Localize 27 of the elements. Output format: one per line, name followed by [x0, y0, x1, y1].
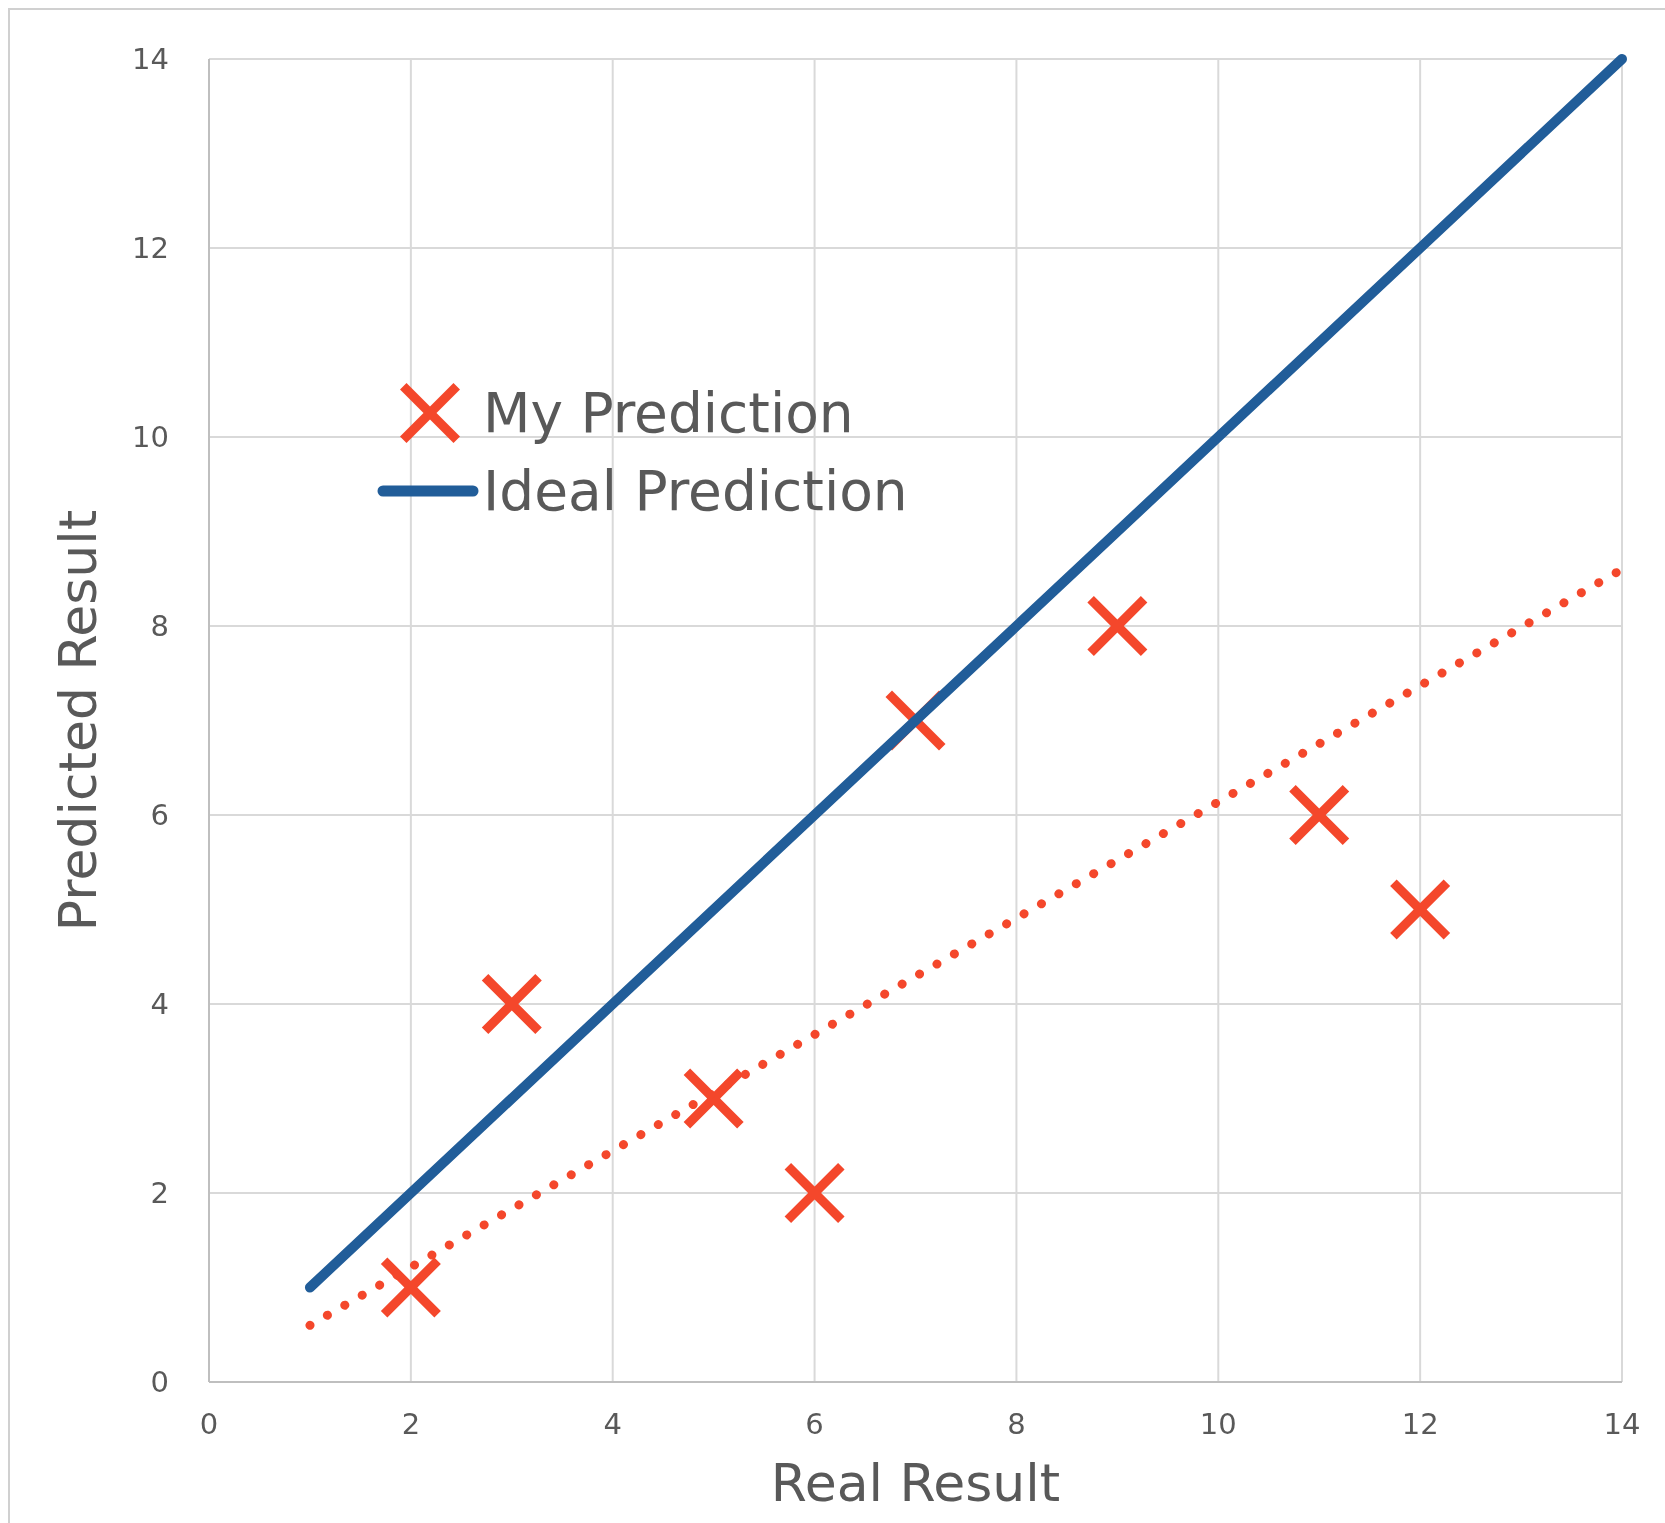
x-axis-title: Real Result: [770, 1453, 1061, 1513]
x-tick-label: 8: [1007, 1407, 1026, 1441]
point: [481, 974, 542, 1034]
y-tick-label: 12: [132, 231, 169, 265]
legend-label: Ideal Prediction: [483, 459, 908, 523]
y-axis-title: Predicted Result: [48, 509, 108, 932]
x-tick-label: 2: [401, 1407, 421, 1441]
point: [784, 1163, 845, 1223]
point: [1087, 596, 1148, 656]
point: [683, 1068, 744, 1129]
x-tick-label: 4: [603, 1407, 622, 1441]
point: [1390, 879, 1451, 940]
y-tick-label: 4: [150, 987, 169, 1021]
y-tick-label: 2: [150, 1176, 169, 1210]
y-tick-label: 8: [150, 609, 169, 643]
x-tick-label: 12: [1401, 1407, 1439, 1441]
x-tick-label: 14: [1603, 1407, 1641, 1441]
y-tick-label: 10: [132, 420, 169, 454]
y-tick-label: 6: [150, 798, 169, 832]
x-tick-label: 10: [1199, 1407, 1237, 1441]
point: [1289, 785, 1350, 845]
point: [380, 1257, 441, 1318]
y-tick-label: 14: [132, 42, 169, 76]
x-tick-label: 6: [805, 1407, 824, 1441]
legend-label: My Prediction: [483, 381, 854, 445]
y-tick-label: 0: [150, 1365, 169, 1399]
x-tick-label: 0: [199, 1407, 219, 1441]
